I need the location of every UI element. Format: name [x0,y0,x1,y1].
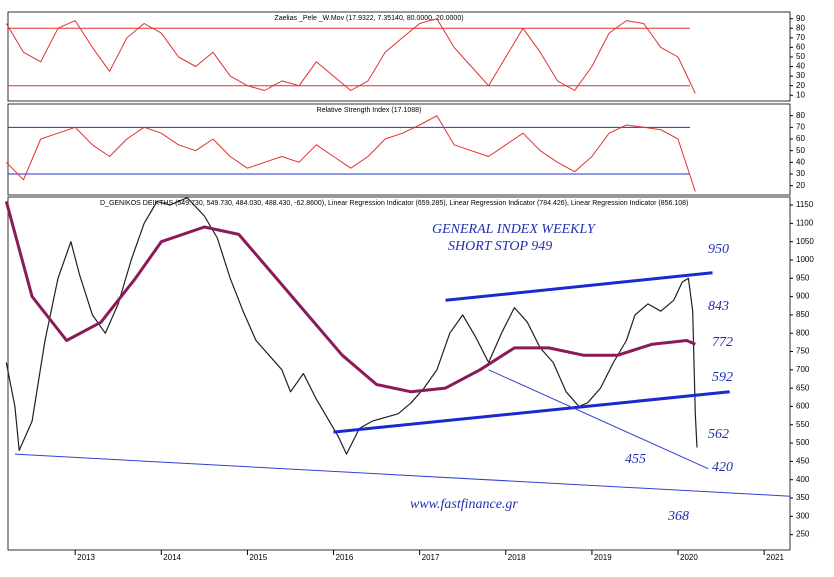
series-line [5,197,698,455]
panel-title: D_GENIKOS DEIKTHS (549.730, 549.730, 484… [100,200,688,207]
x-tick-label: 2017 [422,553,440,562]
x-tick-label: 2019 [594,553,612,562]
y-tick-label: 1150 [796,200,814,209]
series-line [14,453,791,497]
x-tick-label: 2020 [680,553,698,562]
y-tick-label: 550 [796,420,810,429]
annotation: GENERAL INDEX WEEKLY [432,222,597,237]
y-tick-label: 450 [796,456,810,465]
series-line [488,369,709,470]
y-tick-label: 30 [796,71,805,80]
series-line [5,18,696,94]
y-tick-label: 850 [796,310,810,319]
y-tick-label: 1050 [796,237,814,246]
x-tick-label: 2013 [77,553,95,562]
panel-frame [7,103,791,196]
series-line [5,115,696,192]
y-tick-label: 700 [796,365,810,374]
annotation: 592 [712,370,733,385]
x-tick-label: 2018 [508,553,526,562]
y-tick-label: 40 [796,157,805,166]
series-line [333,390,730,434]
y-tick-label: 70 [796,122,805,131]
annotation: 455 [625,452,646,467]
y-tick-label: 80 [796,23,805,32]
y-tick-label: 30 [796,169,805,178]
y-tick-label: 60 [796,134,805,143]
annotation: 772 [712,335,733,350]
y-tick-label: 950 [796,273,810,282]
y-tick-label: 1000 [796,255,814,264]
y-tick-label: 500 [796,438,810,447]
panel-frame [7,11,791,102]
y-tick-label: 50 [796,52,805,61]
y-tick-label: 20 [796,181,805,190]
annotation: 420 [712,460,733,475]
series-line [4,201,696,394]
panel-frame [7,196,791,551]
annotation: SHORT STOP 949 [448,239,552,254]
y-tick-label: 1100 [796,218,814,227]
y-tick-label: 400 [796,475,810,484]
y-tick-label: 50 [796,146,805,155]
y-tick-label: 80 [796,111,805,120]
y-tick-label: 900 [796,292,810,301]
y-tick-label: 750 [796,347,810,356]
y-tick-label: 60 [796,43,805,52]
x-tick-label: 2015 [249,553,267,562]
y-tick-label: 10 [796,90,805,99]
y-tick-label: 800 [796,328,810,337]
y-tick-label: 250 [796,530,810,539]
y-tick-label: 90 [796,14,805,23]
annotation: 368 [667,509,689,524]
annotation: 843 [708,299,729,314]
x-tick-label: 2021 [766,553,784,562]
annotation: 950 [708,242,729,257]
series-line [445,271,713,302]
panel-title: Relative Strength Index (17.1088) [317,107,422,114]
annotation: www.fastfinance.gr [410,497,518,512]
y-tick-label: 20 [796,81,805,90]
y-tick-label: 70 [796,33,805,42]
x-tick-label: 2014 [163,553,181,562]
y-tick-label: 40 [796,62,805,71]
x-tick-label: 2016 [336,553,354,562]
annotation: 562 [708,427,729,442]
panel-title: Zaelias _Pele _W.Mov (17.9322, 7.35140, … [274,15,463,22]
y-tick-label: 650 [796,383,810,392]
y-tick-label: 300 [796,511,810,520]
y-tick-label: 350 [796,493,810,502]
y-tick-label: 600 [796,402,810,411]
